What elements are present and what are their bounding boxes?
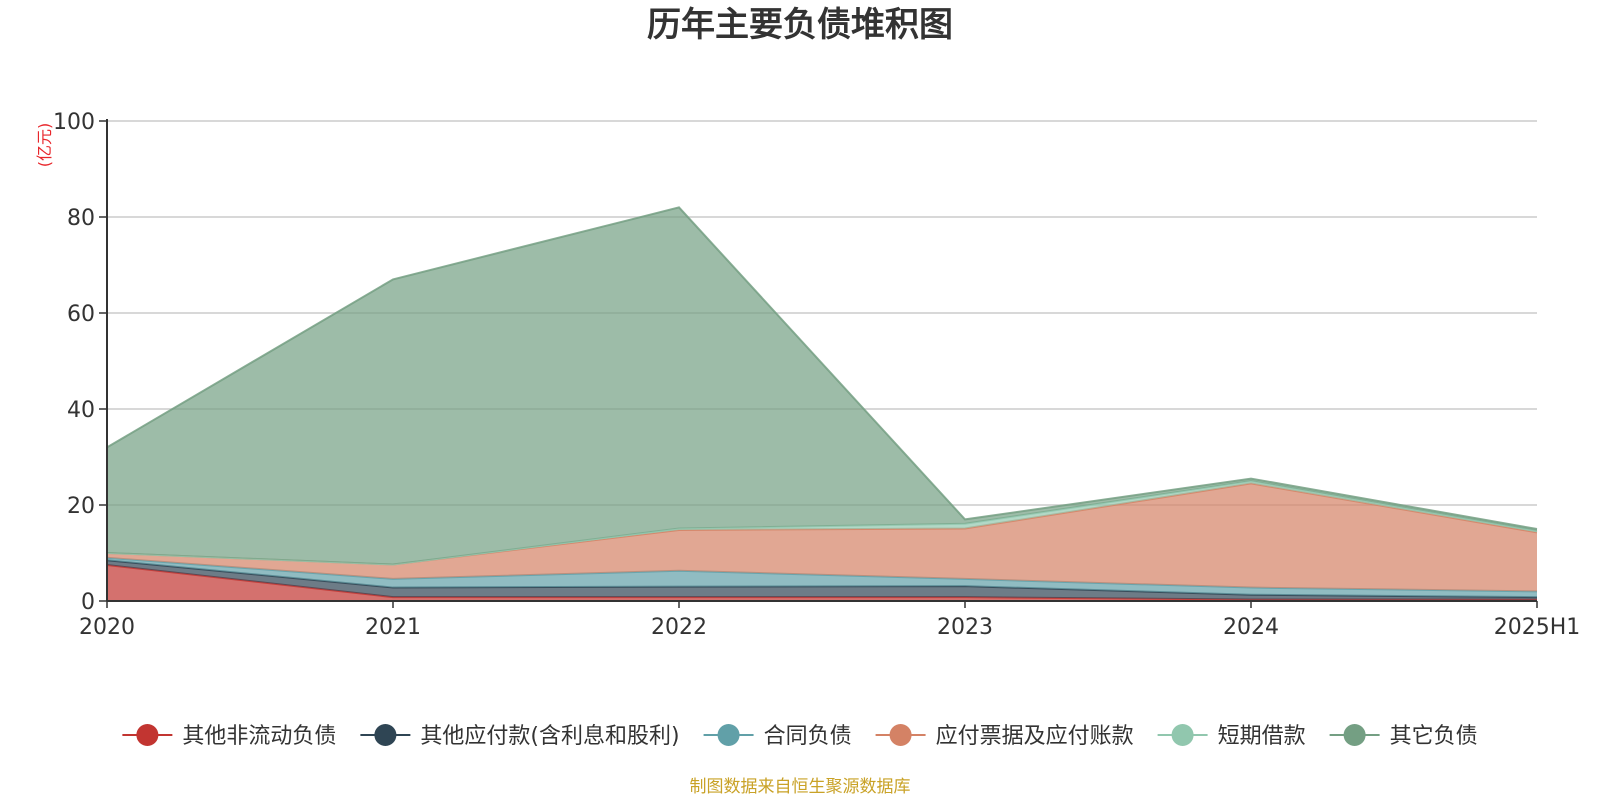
legend[interactable]: 其他非流动负债 其他应付款(含利息和股利) 合同负债 应付票据及应付账款 短期借款 其它负… <box>122 724 1478 749</box>
legend-label: 应付票据及应付账款 <box>936 724 1134 749</box>
y-tick-label: 20 <box>67 494 95 519</box>
area-line-2 <box>106 556 1538 593</box>
area-series-1 <box>107 560 1537 600</box>
area-series-2 <box>107 557 1537 598</box>
area-line-5 <box>106 206 1538 530</box>
x-tick-label: 2021 <box>365 615 421 640</box>
legend-item-0[interactable]: 其他非流动负债 <box>122 724 336 749</box>
y-tick-label: 100 <box>53 110 95 135</box>
y-axis-unit-label: (亿元) <box>35 123 54 168</box>
legend-item-4[interactable]: 短期借款 <box>1157 724 1306 749</box>
legend-marker-icon <box>717 724 740 746</box>
legend-label: 短期借款 <box>1218 724 1306 749</box>
legend-marker-icon <box>1343 724 1366 746</box>
y-tick-label: 0 <box>81 590 95 615</box>
area-series-3 <box>107 483 1537 592</box>
x-tick-label: 2024 <box>1223 615 1279 640</box>
legend-item-3[interactable]: 应付票据及应付账款 <box>875 724 1134 749</box>
legend-item-1[interactable]: 其他应付款(含利息和股利) <box>360 724 680 749</box>
x-tick-label: 2022 <box>651 615 707 640</box>
area-series-5 <box>107 207 1537 565</box>
area-series-0 <box>107 565 1537 601</box>
x-tick-label: 2025H1 <box>1494 615 1581 640</box>
y-tick-label: 40 <box>67 398 95 423</box>
legend-label: 合同负债 <box>764 724 852 749</box>
legend-marker-icon <box>1171 724 1194 746</box>
axes: 0 20 40 60 80 100 2020 2021 2022 2023 2024 2025H1 <box>53 110 1580 640</box>
legend-label: 其它负债 <box>1390 724 1478 749</box>
legend-label: 其他应付款(含利息和股利) <box>420 724 679 749</box>
x-tick-label: 2020 <box>79 615 135 640</box>
chart-title: 历年主要负债堆积图 <box>647 5 953 45</box>
legend-marker-icon <box>136 724 159 746</box>
legend-item-2[interactable]: 合同负债 <box>703 724 852 749</box>
y-tick-label: 60 <box>67 302 95 327</box>
legend-item-5[interactable]: 其它负债 <box>1329 724 1478 749</box>
x-tick-label: 2023 <box>937 615 993 640</box>
legend-label: 其他非流动负债 <box>182 724 336 749</box>
source-note: 制图数据来自恒生聚源数据库 <box>690 777 911 797</box>
legend-marker-icon <box>889 724 912 746</box>
legend-marker-icon <box>374 724 397 746</box>
y-tick-label: 80 <box>67 206 95 231</box>
area-series <box>106 206 1538 601</box>
